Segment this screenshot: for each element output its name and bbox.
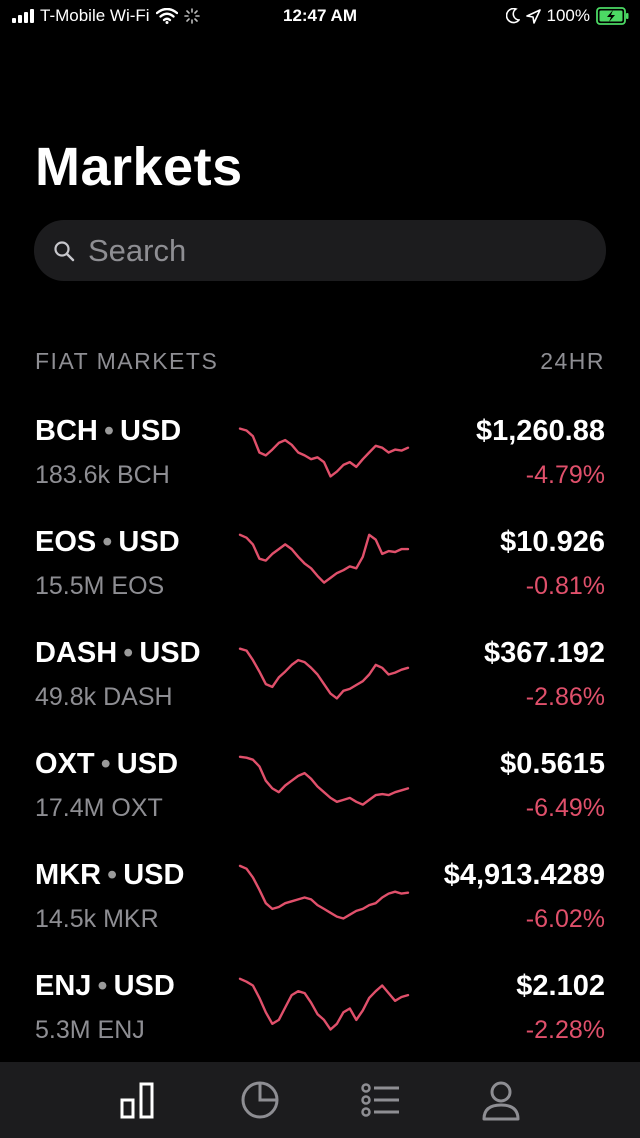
sparkline xyxy=(238,647,410,700)
market-price: $0.5615 xyxy=(500,748,605,780)
quote-symbol: USD xyxy=(123,859,185,891)
search-bar[interactable] xyxy=(34,220,606,281)
market-price: $2.102 xyxy=(516,970,605,1002)
market-pair: DASH • USD xyxy=(35,637,201,669)
market-change: -2.28% xyxy=(525,1016,605,1044)
market-change: -6.49% xyxy=(525,794,605,822)
quote-symbol: USD xyxy=(116,748,179,780)
base-symbol: OXT xyxy=(35,748,95,780)
market-volume: 17.4M OXT xyxy=(35,794,163,822)
sparkline xyxy=(238,864,410,920)
tab-markets[interactable] xyxy=(117,1078,161,1122)
search-icon xyxy=(54,240,75,261)
person-icon xyxy=(482,1081,520,1121)
base-symbol: ENJ xyxy=(35,970,92,1002)
search-input[interactable] xyxy=(88,232,568,269)
market-row-dash[interactable]: DASH • USD 49.8k DASH $367.192 -2.86% xyxy=(0,637,640,748)
market-row-eos[interactable]: EOS • USD 15.5M EOS $10.926 -0.81% xyxy=(0,526,640,637)
tab-bar xyxy=(0,1062,640,1138)
market-pair: BCH • USD xyxy=(35,415,182,447)
market-row-mkr[interactable]: MKR • USD 14.5k MKR $4,913.4289 -6.02% xyxy=(0,859,640,970)
market-pair: ENJ • USD xyxy=(35,970,175,1002)
market-change: -4.79% xyxy=(525,461,605,489)
page-title: Markets xyxy=(35,137,243,197)
market-price: $1,260.88 xyxy=(475,415,605,447)
market-price: $4,913.4289 xyxy=(443,859,605,891)
base-symbol: EOS xyxy=(35,526,97,558)
activity-spinner-icon xyxy=(183,8,200,24)
sparkline-path xyxy=(238,647,410,700)
sparkline-path xyxy=(238,533,410,584)
market-pair: MKR • USD xyxy=(35,859,185,891)
moon-icon xyxy=(505,8,520,24)
market-volume: 49.8k DASH xyxy=(35,683,173,711)
base-symbol: BCH xyxy=(35,415,98,447)
base-symbol: DASH xyxy=(35,637,118,669)
market-volume: 183.6k BCH xyxy=(35,461,170,489)
sparkline xyxy=(238,755,410,806)
wifi-icon xyxy=(155,8,178,24)
market-row-enj[interactable]: ENJ • USD 5.3M ENJ $2.102 -2.28% xyxy=(0,970,640,1081)
pie-chart-icon xyxy=(241,1081,279,1119)
market-pair: OXT • USD xyxy=(35,748,179,780)
section-label: FIAT MARKETS xyxy=(35,348,219,374)
base-symbol: MKR xyxy=(35,859,102,891)
status-right: 100% xyxy=(505,6,630,26)
list-icon xyxy=(361,1083,399,1117)
battery-charging-icon xyxy=(596,7,629,25)
market-row-oxt[interactable]: OXT • USD 17.4M OXT $0.5615 -6.49% xyxy=(0,748,640,859)
quote-symbol: USD xyxy=(120,415,182,447)
market-price: $10.926 xyxy=(500,526,605,558)
market-pair: EOS • USD xyxy=(35,526,180,558)
quote-symbol: USD xyxy=(118,526,180,558)
bar-chart-icon xyxy=(120,1082,154,1119)
status-time: 12:47 AM xyxy=(282,6,357,25)
battery-percent: 100% xyxy=(546,6,590,25)
sparkline-path xyxy=(238,977,410,1031)
carrier-label: T-Mobile Wi-Fi xyxy=(40,6,150,25)
market-row-bch[interactable]: BCH • USD 183.6k BCH $1,260.88 -4.79% xyxy=(0,415,640,526)
market-change: -0.81% xyxy=(525,572,605,600)
sparkline-path xyxy=(238,864,410,920)
location-arrow-icon xyxy=(525,8,541,24)
tab-portfolio[interactable] xyxy=(238,1078,282,1122)
market-volume: 14.5k MKR xyxy=(35,905,159,933)
quote-symbol: USD xyxy=(139,637,201,669)
market-volume: 15.5M EOS xyxy=(35,572,165,600)
sparkline xyxy=(238,427,410,478)
sparkline xyxy=(238,977,410,1031)
market-volume: 5.3M ENJ xyxy=(35,1016,145,1044)
market-change: -2.86% xyxy=(525,683,605,711)
status-left: T-Mobile Wi-Fi xyxy=(12,6,200,26)
sparkline-path xyxy=(238,755,410,806)
tab-orders[interactable] xyxy=(358,1078,402,1122)
market-price: $367.192 xyxy=(484,637,605,669)
market-change: -6.02% xyxy=(525,905,605,933)
tab-account[interactable] xyxy=(479,1078,523,1122)
sparkline-path xyxy=(238,427,410,478)
signal-icon xyxy=(12,9,34,23)
quote-symbol: USD xyxy=(113,970,175,1002)
section-header: FIAT MARKETS 24HR xyxy=(35,348,605,375)
status-bar: T-Mobile Wi-Fi 12:47 AM 100% xyxy=(0,0,640,34)
sparkline xyxy=(238,533,410,584)
period-label: 24HR xyxy=(540,348,605,374)
